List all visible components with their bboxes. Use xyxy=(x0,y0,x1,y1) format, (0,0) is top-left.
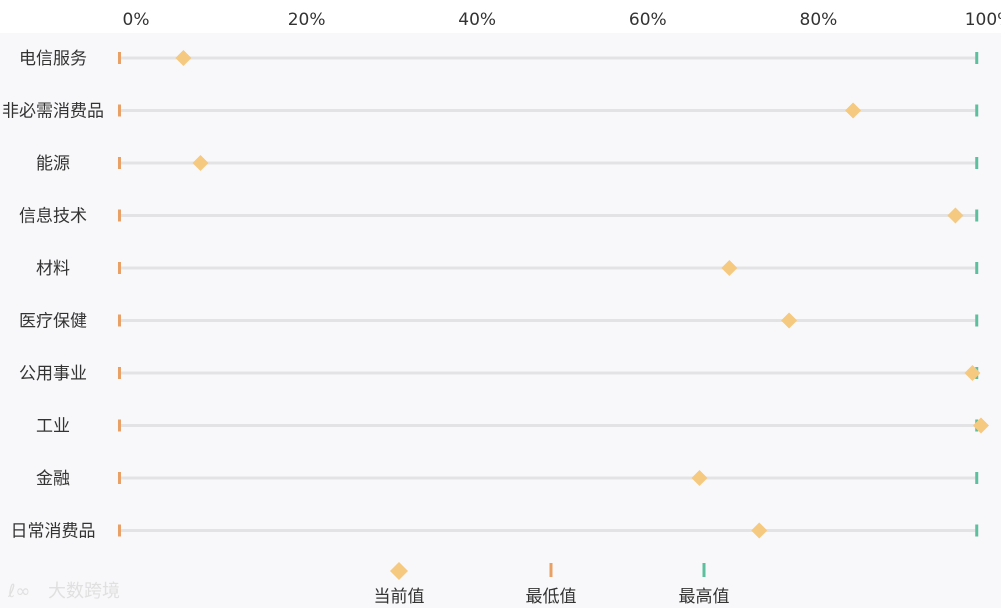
legend-label: 最高值 xyxy=(679,587,730,607)
max-tick xyxy=(975,262,979,274)
category-label: 信息技术 xyxy=(19,207,87,227)
legend-label: 最低值 xyxy=(526,587,577,607)
min-tick xyxy=(117,262,121,274)
category-label: 材料 xyxy=(36,259,70,279)
watermark-text: 大数跨境 xyxy=(48,581,120,602)
max-tick xyxy=(975,314,979,327)
category-label: 日常消费品 xyxy=(11,522,96,542)
legend-diamond xyxy=(390,562,408,580)
category-label: 电信服务 xyxy=(19,49,87,69)
min-tick xyxy=(117,524,121,537)
legend: 当前值 最低值 最高值 xyxy=(374,562,730,607)
chart-row: 日常消费品 xyxy=(11,522,979,542)
x-tick-label: 20% xyxy=(288,10,326,30)
min-tick xyxy=(117,157,121,169)
max-tick xyxy=(975,157,979,169)
chart-row: 材料 xyxy=(36,259,979,279)
min-tick xyxy=(117,52,121,64)
max-tick xyxy=(975,209,979,222)
x-tick-label: 80% xyxy=(800,10,838,30)
legend-tick xyxy=(549,563,553,577)
current-value-diamond xyxy=(947,207,964,224)
category-label: 金融 xyxy=(36,469,70,489)
watermark-icon: ℓ∞ xyxy=(7,581,30,602)
max-tick xyxy=(975,104,979,117)
current-value-diamond xyxy=(845,102,862,119)
chart-row: 公用事业 xyxy=(19,364,981,384)
legend-tick xyxy=(702,563,706,577)
max-tick xyxy=(975,472,979,484)
x-tick-label: 0% xyxy=(123,10,150,30)
category-label: 工业 xyxy=(36,417,70,437)
min-tick xyxy=(117,209,121,222)
max-tick xyxy=(975,524,979,537)
chart-row: 工业 xyxy=(36,417,989,437)
legend-item: 最低值 xyxy=(526,563,577,607)
min-tick xyxy=(117,472,121,484)
chart-row: 非必需消费品 xyxy=(2,102,979,122)
chart-row: 能源 xyxy=(36,154,979,174)
chart-row: 医疗保健 xyxy=(19,312,979,332)
min-tick xyxy=(117,419,121,432)
x-tick-label: 40% xyxy=(458,10,496,30)
category-label: 公用事业 xyxy=(19,364,87,384)
category-label: 能源 xyxy=(36,154,70,174)
x-axis-ticks: 0% 20% 40% 60% 80% 100% xyxy=(123,10,1001,30)
watermark: ℓ∞ 大数跨境 xyxy=(7,581,120,602)
x-tick-label: 100% xyxy=(965,10,1001,30)
legend-item: 当前值 xyxy=(374,562,425,607)
current-value-diamond xyxy=(192,155,209,171)
current-value-diamond xyxy=(751,522,768,539)
current-value-diamond xyxy=(973,417,989,434)
current-value-diamond xyxy=(964,365,981,381)
min-tick xyxy=(117,367,121,379)
min-tick xyxy=(117,314,121,327)
min-tick xyxy=(117,104,121,117)
category-label: 非必需消费品 xyxy=(2,102,104,122)
max-tick xyxy=(975,52,979,64)
category-label: 医疗保健 xyxy=(19,312,87,332)
x-tick-label: 60% xyxy=(629,10,667,30)
chart-row: 电信服务 xyxy=(19,49,979,69)
legend-item: 最高值 xyxy=(679,563,730,607)
current-value-diamond xyxy=(721,260,738,276)
chart-row: 金融 xyxy=(36,469,979,489)
chart-row: 信息技术 xyxy=(19,207,979,227)
legend-label: 当前值 xyxy=(374,587,425,607)
current-value-diamond xyxy=(175,50,192,66)
current-value-diamond xyxy=(691,470,708,486)
current-value-diamond xyxy=(781,312,798,329)
